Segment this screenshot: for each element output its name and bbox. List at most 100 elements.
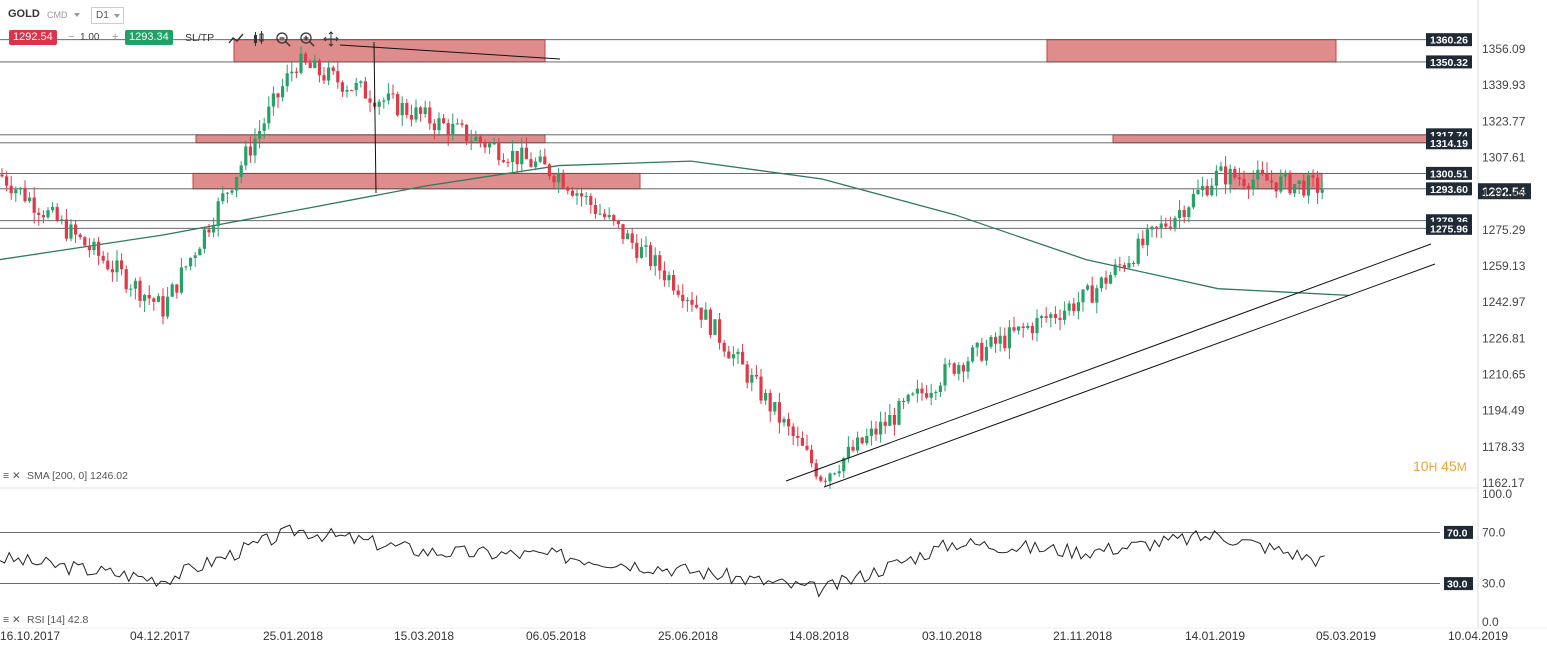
symbol-label[interactable]: GOLD: [8, 8, 40, 20]
candle-body: [1104, 277, 1108, 284]
candle-body: [1007, 327, 1011, 349]
sma-indicator-label: SMA [200, 0] 1246.02: [27, 470, 128, 482]
candlestick-icon[interactable]: [252, 31, 268, 47]
candle-body: [589, 196, 593, 205]
candle-body: [1040, 316, 1044, 319]
candle-body: [961, 365, 965, 372]
date-tick-label: 25.06.2018: [658, 629, 718, 643]
candle-body: [78, 234, 82, 238]
candle-body: [906, 394, 910, 402]
countdown-minutes: 45: [1441, 458, 1457, 474]
candle-body: [1270, 180, 1274, 183]
candle-body: [377, 101, 381, 107]
candle-body: [810, 449, 814, 464]
candle-body: [37, 212, 41, 215]
candle-body: [823, 480, 827, 482]
sell-price-button[interactable]: 1292.54: [9, 30, 57, 45]
candle-body: [23, 187, 27, 202]
level-price-text: 1360.26: [1430, 35, 1468, 47]
candle-body: [1164, 223, 1168, 227]
candle-body: [1072, 303, 1076, 312]
candle-body: [984, 346, 988, 361]
candle-body: [713, 319, 717, 335]
candle-body: [1320, 189, 1324, 193]
candle-body: [865, 435, 869, 444]
current-price-text: 1292.54: [1482, 185, 1526, 199]
candle-body: [1297, 180, 1301, 185]
candle-body: [805, 445, 809, 450]
candle-body: [846, 446, 850, 459]
date-tick-label: 25.01.2018: [263, 629, 323, 643]
candle-body: [1035, 318, 1039, 334]
candle-body: [777, 402, 781, 423]
candle-body: [511, 151, 515, 163]
candle-body: [110, 269, 114, 273]
candle-body: [1081, 289, 1085, 303]
plus-icon[interactable]: +: [112, 31, 119, 43]
level-price-badge: [1426, 55, 1472, 69]
chevron-down-icon[interactable]: [74, 13, 80, 17]
sltp-button[interactable]: SL/TP: [185, 32, 215, 44]
candle-body: [1086, 285, 1090, 290]
minus-icon[interactable]: −: [68, 31, 75, 43]
rsi-settings-icon[interactable]: ≡ ✕: [3, 614, 21, 626]
candle-body: [405, 102, 409, 115]
candle-body: [106, 260, 110, 270]
timeframe-select[interactable]: D1: [91, 7, 124, 24]
buy-price-button[interactable]: 1293.34: [125, 30, 173, 45]
candle-body: [1233, 168, 1237, 178]
candle-body: [331, 67, 335, 72]
countdown-h-unit: H: [1428, 460, 1438, 474]
candle-body: [837, 471, 841, 474]
price-tick-label: 1162.17: [1482, 476, 1525, 490]
candle-body: [768, 392, 772, 412]
candle-body: [897, 401, 901, 425]
countdown-m-unit: M: [1456, 460, 1467, 474]
line-chart-icon[interactable]: [228, 31, 244, 47]
candle-body: [1021, 326, 1025, 329]
candle-body: [327, 67, 331, 81]
candle-body: [455, 123, 459, 125]
candle-body: [60, 219, 64, 221]
candle-body: [911, 393, 915, 395]
candle-body: [584, 196, 588, 198]
rsi-indicator-label: RSI [14] 42.8: [27, 614, 89, 626]
sma-settings-icon[interactable]: ≡ ✕: [3, 470, 21, 482]
zoom-in-icon[interactable]: [299, 31, 315, 47]
candle-body: [952, 363, 956, 374]
candle-body: [1219, 166, 1223, 171]
candle-body: [368, 98, 372, 103]
candle-body: [299, 53, 303, 73]
candle-body: [354, 82, 358, 91]
candle-body: [649, 245, 653, 267]
pan-icon[interactable]: [323, 31, 339, 47]
countdown-hours: 10: [1413, 458, 1429, 474]
price-tick-label: 1210.65: [1482, 368, 1526, 382]
candle-body: [1214, 170, 1218, 186]
market-label: CMD: [47, 10, 68, 20]
candle-body: [902, 401, 906, 403]
candle-body: [994, 336, 998, 344]
candle-body: [469, 140, 473, 142]
candle-body: [557, 173, 561, 183]
date-tick-label: 03.10.2018: [922, 629, 982, 643]
candle-body: [681, 294, 685, 302]
candle-body: [152, 298, 156, 302]
candle-body: [1251, 179, 1255, 190]
candle-body: [966, 361, 970, 372]
candle-body: [672, 275, 676, 291]
candle-body: [915, 388, 919, 394]
candle-body: [497, 143, 501, 161]
candle-body: [1113, 264, 1117, 275]
candle-body: [336, 71, 340, 83]
candle-body: [879, 421, 883, 435]
zoom-out-icon[interactable]: [275, 31, 291, 47]
candle-body: [1017, 326, 1021, 331]
candle-body: [552, 176, 556, 183]
candle-body: [317, 60, 321, 76]
volume-input[interactable]: 1.00: [80, 32, 100, 43]
candle-body: [1191, 193, 1195, 208]
candle-body: [432, 123, 436, 131]
candle-body: [423, 107, 427, 114]
